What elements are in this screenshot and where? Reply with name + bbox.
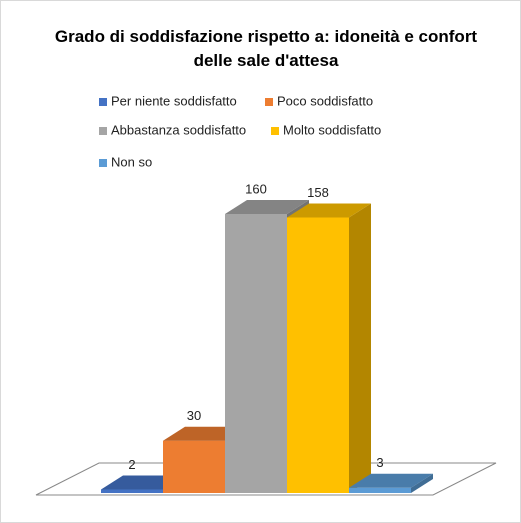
data-label: 3 — [376, 455, 383, 470]
legend-swatch — [271, 127, 279, 135]
data-label: 30 — [187, 408, 201, 423]
bar-side — [411, 473, 433, 493]
floor — [35, 462, 497, 496]
legend-label: Per niente soddisfatto — [111, 93, 237, 108]
legend-swatch — [99, 127, 107, 135]
bar — [287, 217, 349, 494]
legend-swatch — [265, 98, 273, 106]
bar — [101, 489, 163, 493]
legend-label: Molto soddisfatto — [283, 122, 381, 137]
bar — [163, 440, 225, 493]
chart-title: Grado di soddisfazione rispetto a: idone… — [54, 27, 478, 70]
legend-label: Poco soddisfatto — [277, 93, 373, 108]
bar-top — [349, 473, 433, 488]
bar-top — [225, 200, 309, 214]
legend-swatch — [99, 159, 107, 167]
bar-side — [349, 203, 371, 494]
legend-label: Non so — [111, 154, 152, 169]
data-label: 160 — [245, 181, 267, 196]
bar — [225, 214, 287, 493]
legend-label: Abbastanza soddisfatto — [111, 122, 246, 137]
legend-swatch — [99, 98, 107, 106]
data-label: 2 — [128, 457, 135, 472]
data-label: 158 — [307, 185, 329, 200]
bar-top — [287, 203, 371, 218]
bar — [349, 487, 411, 493]
